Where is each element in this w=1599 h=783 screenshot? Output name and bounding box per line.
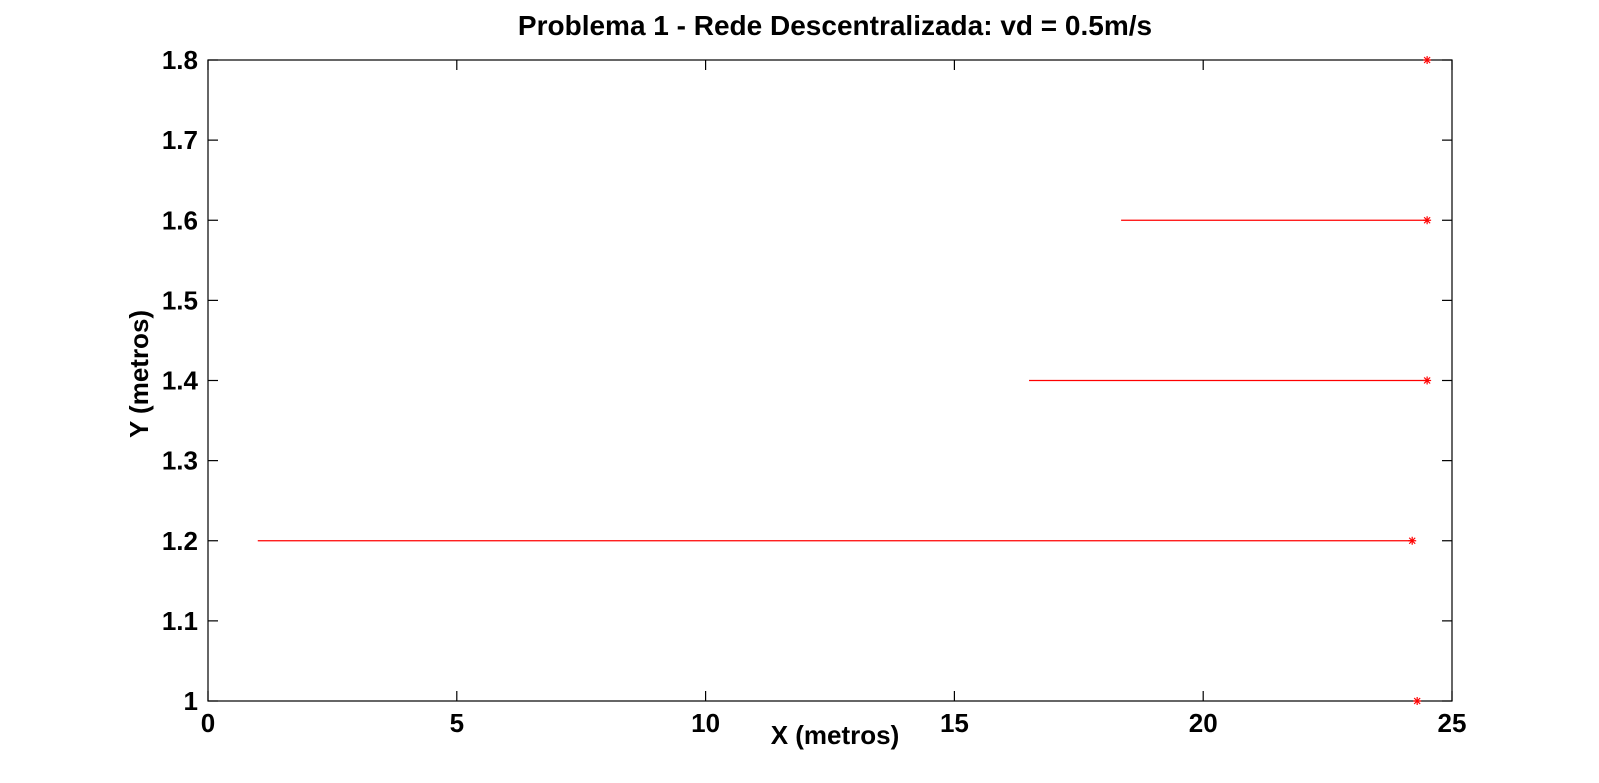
x-axis-label: X (metros) — [771, 720, 900, 750]
y-axis-label: Y (metros) — [124, 310, 154, 438]
x-tick-label: 5 — [450, 708, 464, 738]
end-point-marker — [1423, 376, 1432, 385]
x-tick-label: 15 — [940, 708, 969, 738]
series-3 — [1121, 216, 1432, 225]
y-tick-label: 1.6 — [162, 205, 198, 235]
data-series — [257, 56, 1432, 705]
series-5 — [1413, 697, 1422, 705]
series-1 — [257, 536, 1417, 545]
end-point-marker — [1423, 56, 1432, 64]
ticks: 0 5 10 15 20 25 1 1.1 1.2 1.3 1.4 1.5 1.6 1.7 1.8 — [162, 45, 1467, 738]
y-tick-label: 1.2 — [162, 526, 198, 556]
y-tick-label: 1 — [184, 686, 198, 716]
series-4 — [1423, 56, 1432, 64]
y-tick-label: 1.8 — [162, 45, 198, 75]
y-tick-label: 1.3 — [162, 446, 198, 476]
y-tick-label: 1.7 — [162, 125, 198, 155]
y-tick-label: 1.1 — [162, 606, 198, 636]
x-tick-label: 25 — [1438, 708, 1467, 738]
end-point-marker — [1423, 216, 1432, 225]
x-tick-label: 10 — [691, 708, 720, 738]
chart-title: Problema 1 - Rede Descentralizada: vd = … — [518, 10, 1152, 41]
x-tick-label: 20 — [1189, 708, 1218, 738]
y-tick-label: 1.4 — [162, 366, 199, 396]
series-2 — [1029, 376, 1432, 385]
x-tick-label: 0 — [201, 708, 215, 738]
y-tick-label: 1.5 — [162, 285, 198, 315]
end-point-marker — [1413, 697, 1422, 705]
end-point-marker — [1408, 536, 1417, 545]
